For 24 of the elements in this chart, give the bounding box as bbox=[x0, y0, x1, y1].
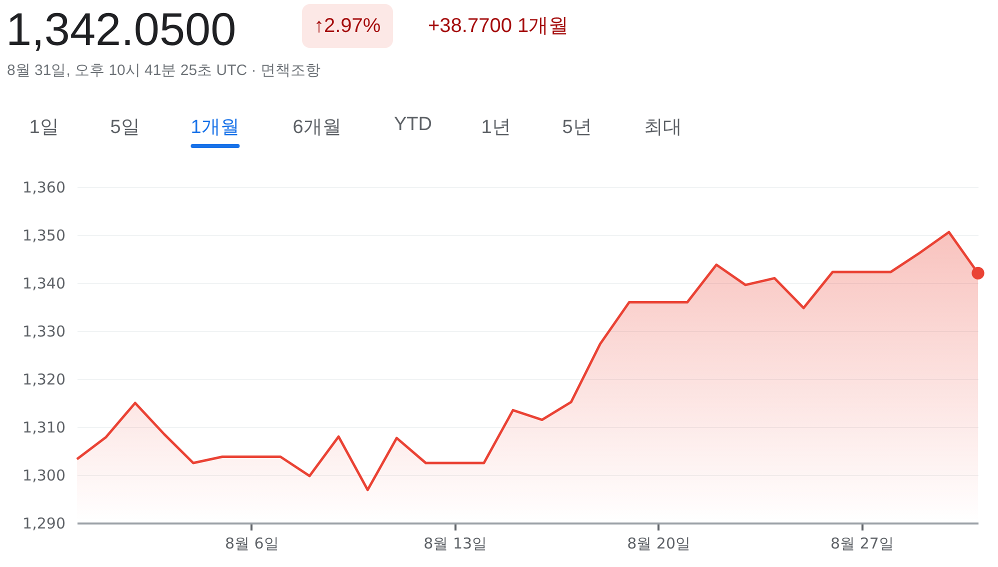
text: +38.7700 1개월 bbox=[428, 14, 569, 39]
y-tick-label: 1,350 bbox=[22, 226, 66, 244]
text: 1일 bbox=[29, 116, 59, 140]
chart-title: 1,342.0500 bbox=[6, 2, 236, 56]
text: 최대 bbox=[644, 116, 682, 140]
text: 5일 bbox=[110, 116, 140, 140]
text: ↑2.97% bbox=[302, 4, 393, 48]
x-tick-label: 8월 13일 bbox=[424, 534, 488, 552]
y-tick-label: 1,320 bbox=[22, 370, 66, 388]
text: 5년 bbox=[562, 116, 592, 140]
y-tick-label: 1,290 bbox=[22, 514, 66, 532]
text: 1년 bbox=[481, 116, 511, 140]
y-tick-label: 1,340 bbox=[22, 274, 66, 292]
y-tick-label: 1,300 bbox=[22, 466, 66, 484]
y-tick-label: 1,330 bbox=[22, 322, 66, 340]
x-tick-label: 8월 27일 bbox=[830, 534, 894, 552]
text: 6개월 bbox=[292, 116, 342, 140]
y-tick-label: 1,310 bbox=[22, 418, 66, 436]
text: YTD bbox=[394, 114, 432, 136]
text: 1개월 bbox=[190, 114, 240, 140]
chart-subtitle: 8월 31일, 오후 10시 41분 25초 UTC · 면책조항 bbox=[7, 61, 320, 80]
y-tick-label: 1,360 bbox=[22, 178, 66, 196]
x-tick-label: 8월 6일 bbox=[224, 534, 279, 552]
x-tick-label: 8월 20일 bbox=[627, 534, 690, 552]
